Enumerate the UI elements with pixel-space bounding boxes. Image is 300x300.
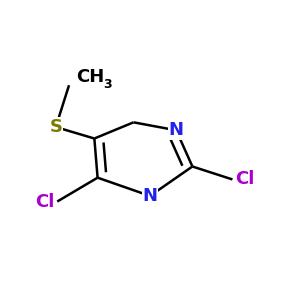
Text: Cl: Cl — [35, 193, 54, 211]
Text: S: S — [49, 118, 62, 136]
Text: N: N — [142, 187, 158, 205]
Text: Cl: Cl — [236, 170, 255, 188]
Text: 3: 3 — [103, 78, 112, 91]
Text: CH: CH — [76, 68, 105, 86]
Text: N: N — [169, 121, 184, 139]
